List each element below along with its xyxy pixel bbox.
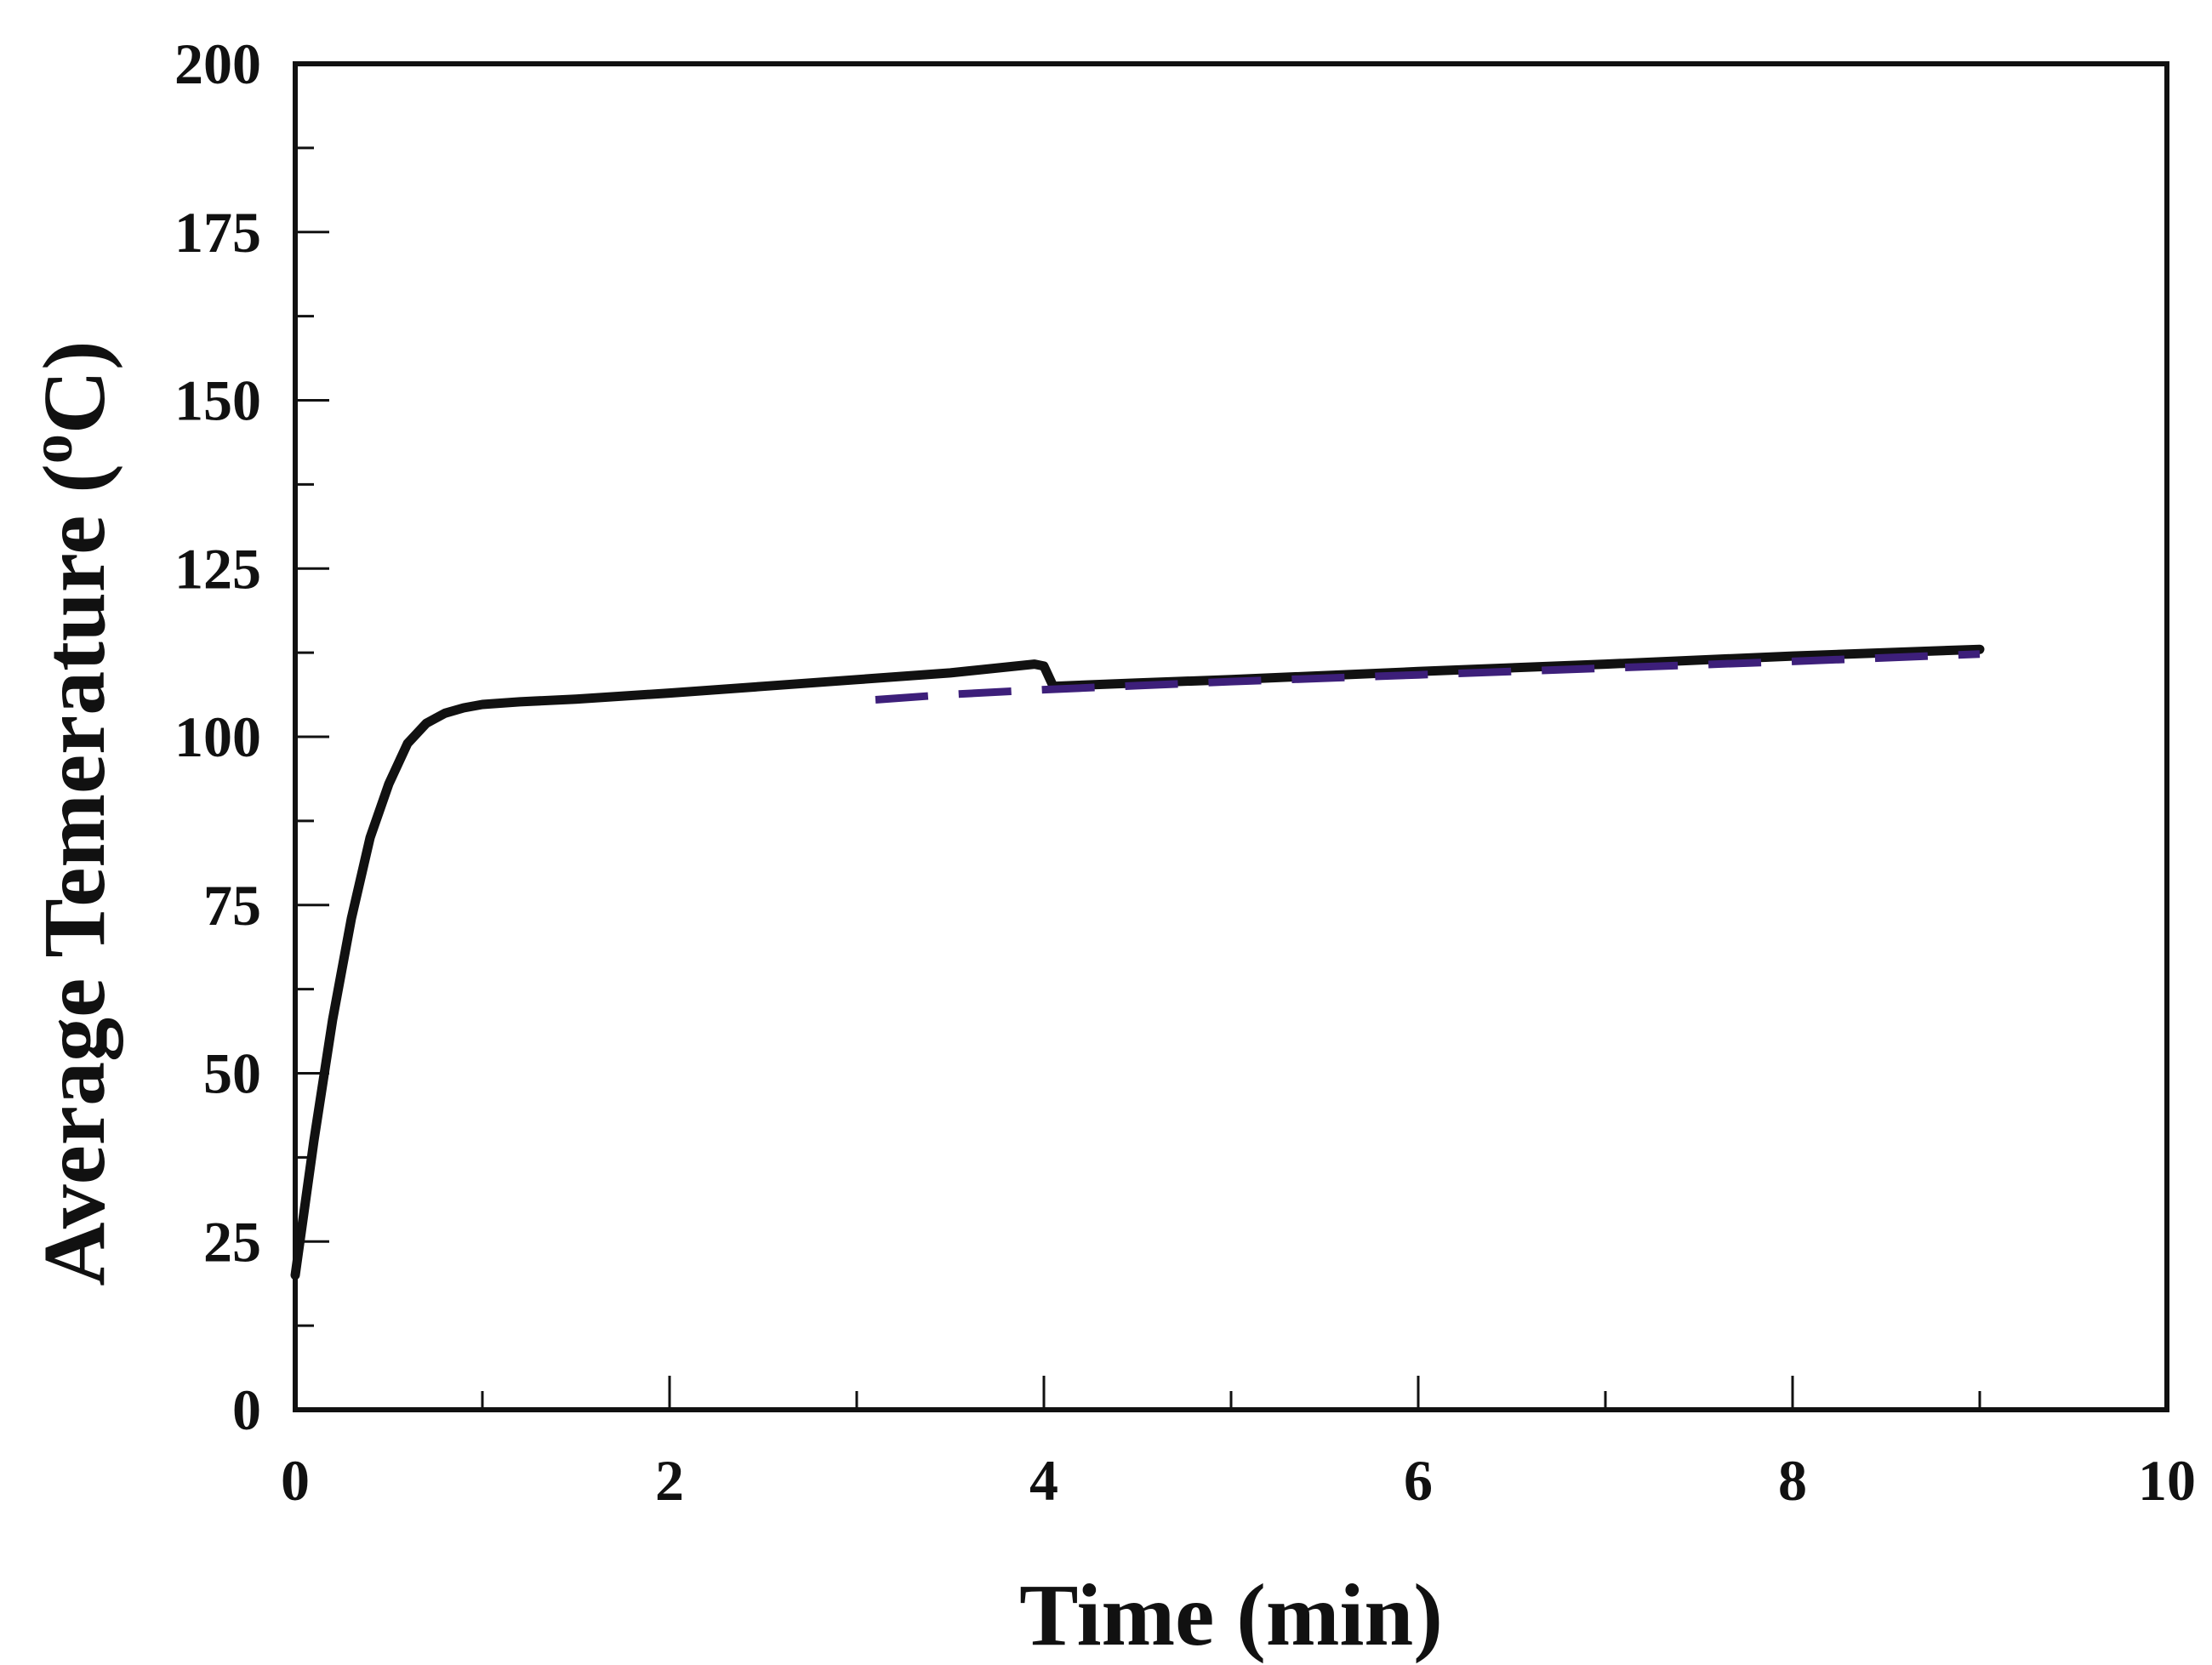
y-tick-label: 50 [203, 1041, 261, 1106]
y-tick-label: 175 [174, 200, 261, 265]
y-tick-label: 75 [203, 873, 261, 938]
y-tick-label: 200 [174, 31, 261, 96]
x-tick-label: 6 [1404, 1448, 1433, 1513]
dashed-series-line [875, 650, 1981, 704]
x-tick-label: 8 [1778, 1448, 1807, 1513]
y-tick-label: 100 [174, 704, 261, 769]
tick-marks [294, 62, 2169, 1411]
x-tick-label: 0 [281, 1448, 310, 1513]
y-tick-label: 25 [203, 1209, 261, 1274]
y-tick-label: 0 [232, 1377, 261, 1442]
x-tick-label: 10 [2138, 1448, 2196, 1513]
y-axis-title-superscript: o [20, 434, 85, 464]
x-axis-title: Time (min) [1019, 1566, 1443, 1664]
y-axis-title-main: Average Temerature ( [26, 464, 123, 1286]
solid-series-line [290, 644, 1985, 1280]
y-tick-label: 150 [174, 368, 261, 433]
y-axis-title: Average Temerature (oC) [20, 340, 123, 1286]
y-tick-label: 125 [174, 536, 261, 601]
x-tick-label: 4 [1029, 1448, 1058, 1513]
data-series [290, 644, 1985, 1280]
plot-area-frame [293, 61, 2169, 1412]
x-tick-label: 2 [655, 1448, 684, 1513]
y-axis-title-unit: C) [26, 340, 123, 434]
